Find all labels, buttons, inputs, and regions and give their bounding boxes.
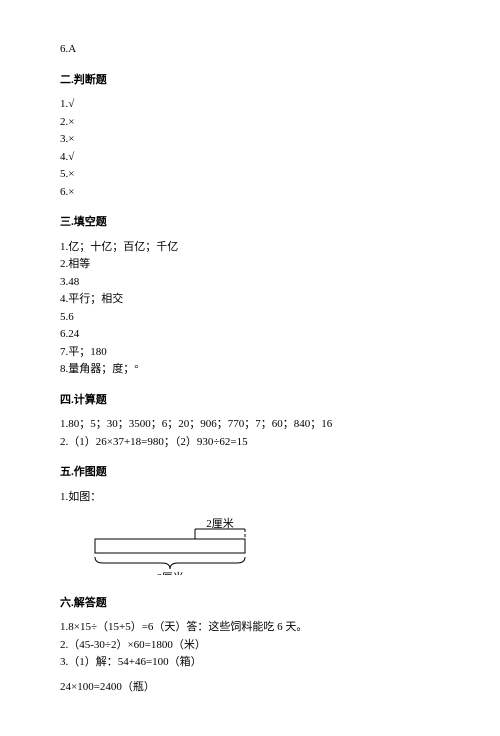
answer-line: 4.√ [60, 149, 440, 166]
answer-line: 8.量角器；度；° [60, 361, 440, 378]
answer-line: 2.（1）26×37+18=980；（2）930÷62=15 [60, 434, 440, 451]
answer-line: 3.× [60, 131, 440, 148]
bracket-svg: 2厘米 6厘米 [90, 515, 270, 575]
answer-line: 1.80；5；30；3500；6；20；906；770；7；60；840；16 [60, 416, 440, 433]
answer-line: 3.（1）解：54+46=100（箱） [60, 654, 440, 671]
figure-bracket: 2厘米 6厘米 [90, 515, 440, 581]
answer-line: 2.× [60, 114, 440, 131]
section-4-heading: 四.计算题 [60, 392, 440, 409]
answer-line: 24×100=2400（瓶） [60, 679, 440, 696]
answer-line: 5.6 [60, 309, 440, 326]
answer-line: 6.A [60, 41, 440, 58]
answer-line: 1.如图： [60, 489, 440, 506]
answer-line: 1.√ [60, 96, 440, 113]
svg-text:6厘米: 6厘米 [156, 571, 184, 575]
answer-line: 1.亿；十亿；百亿；千亿 [60, 239, 440, 256]
answer-line: 3.48 [60, 274, 440, 291]
answer-line: 7.平；180 [60, 344, 440, 361]
section-6-heading: 六.解答题 [60, 595, 440, 612]
answer-line: 6.24 [60, 326, 440, 343]
answer-line: 2.相等 [60, 256, 440, 273]
answer-line: 1.8×15÷（15+5）=6（天）答：这些饲料能吃 6 天。 [60, 619, 440, 636]
answer-line: 5.× [60, 166, 440, 183]
svg-text:2厘米: 2厘米 [206, 517, 234, 530]
answer-line: 2.（45-30÷2）×60=1800（米） [60, 637, 440, 654]
section-5-heading: 五.作图题 [60, 464, 440, 481]
answer-line: 4.平行；相交 [60, 291, 440, 308]
section-2-heading: 二.判断题 [60, 72, 440, 89]
answer-line: 6.× [60, 184, 440, 201]
section-3-heading: 三.填空题 [60, 214, 440, 231]
